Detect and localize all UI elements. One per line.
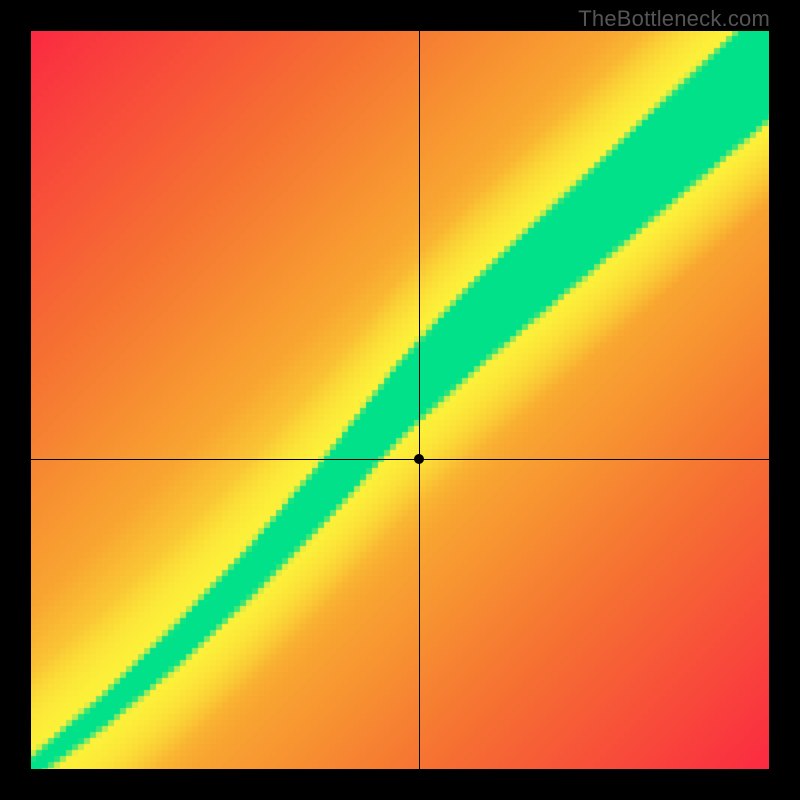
bottleneck-heatmap: [30, 30, 770, 770]
chart-container: TheBottleneck.com: [0, 0, 800, 800]
watermark-text: TheBottleneck.com: [578, 6, 770, 32]
